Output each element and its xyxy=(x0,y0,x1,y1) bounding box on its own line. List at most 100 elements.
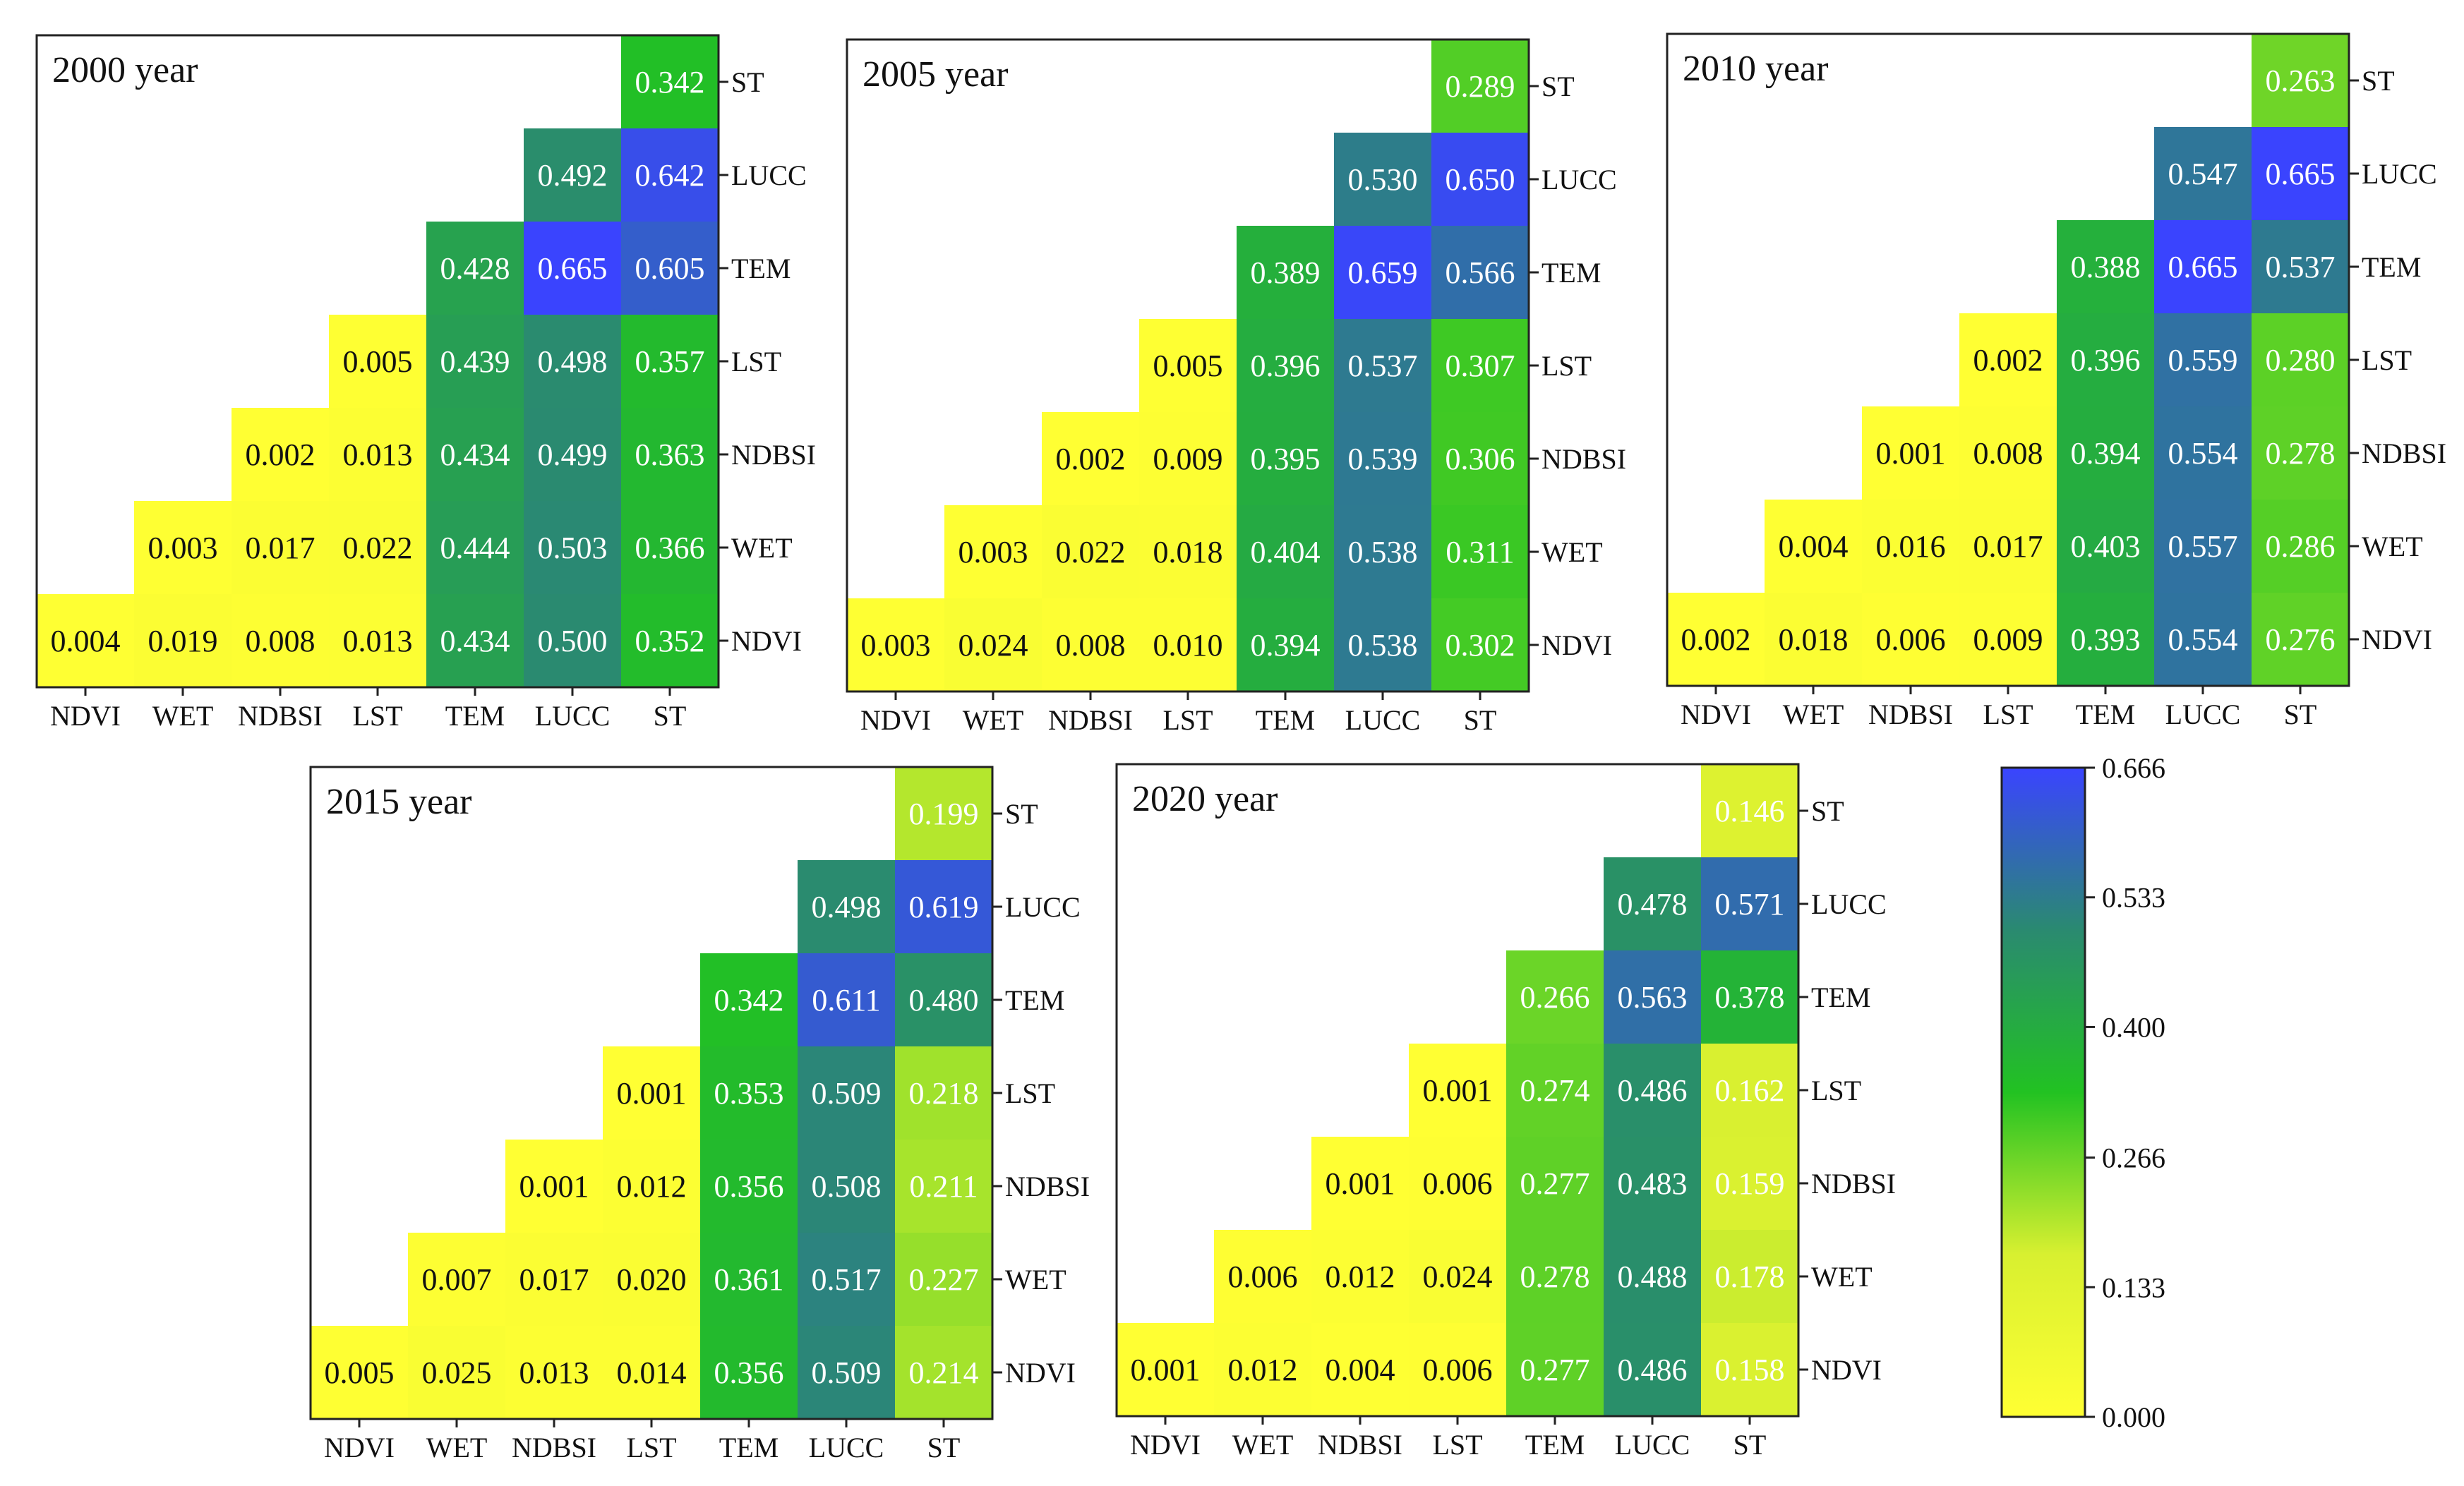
heatmap-cell xyxy=(1334,412,1431,505)
y-tick-label: LUCC xyxy=(1005,891,1081,923)
cell-value-label: 0.024 xyxy=(1423,1260,1493,1294)
heatmap-cell xyxy=(895,953,992,1046)
heatmap-cell xyxy=(621,222,719,315)
heatmap-cell xyxy=(1237,412,1334,505)
cell-value-label: 0.199 xyxy=(909,797,979,831)
x-tick-label: LST xyxy=(1432,1429,1482,1461)
cell-value-label: 0.563 xyxy=(1618,980,1688,1015)
cell-value-label: 0.006 xyxy=(1423,1166,1493,1201)
x-tick-label: LST xyxy=(352,700,402,732)
cell-value-label: 0.500 xyxy=(538,624,608,658)
cell-value-label: 0.214 xyxy=(909,1355,979,1390)
x-tick-label: TEM xyxy=(2076,699,2135,730)
y-tick-label: NDBSI xyxy=(1541,443,1626,475)
cell-value-label: 0.404 xyxy=(1251,535,1321,569)
heatmap-panel: 0.199 0.498 0.619 0.342 0.611 0.480 0.001 0.353… xyxy=(309,766,1090,1463)
x-tick-label: WET xyxy=(1783,699,1844,730)
heatmap-cell xyxy=(1334,598,1431,691)
cell-value-label: 0.356 xyxy=(714,1169,784,1204)
x-tick-label: NDBSI xyxy=(1868,699,1953,730)
heatmap-cell xyxy=(1701,1137,1798,1230)
cell-value-label: 0.396 xyxy=(2071,343,2141,377)
cell-value-label: 0.006 xyxy=(1423,1353,1493,1387)
cell-value-label: 0.276 xyxy=(2266,622,2336,657)
cell-value-label: 0.311 xyxy=(1446,535,1514,569)
cell-value-label: 0.396 xyxy=(1251,349,1321,383)
y-tick-label: TEM xyxy=(731,253,791,284)
heatmap-cell xyxy=(895,1046,992,1140)
x-tick-label: LUCC xyxy=(1345,704,1421,736)
heatmap-panel: 0.342 0.492 0.642 0.428 0.665 0.605 0.005 0.439… xyxy=(35,34,816,732)
cell-value-label: 0.537 xyxy=(1348,349,1418,383)
y-tick-label: NDBSI xyxy=(1811,1168,1896,1200)
cell-value-label: 0.005 xyxy=(325,1355,395,1390)
cell-value-label: 0.022 xyxy=(343,531,413,565)
heatmap-cell xyxy=(895,767,992,860)
heatmap-cell xyxy=(1237,226,1334,319)
heatmap-cell xyxy=(1959,313,2057,406)
cell-value-label: 0.014 xyxy=(617,1355,687,1390)
heatmap-cell xyxy=(524,315,621,408)
cell-value-label: 0.010 xyxy=(1153,628,1223,663)
y-tick-label: WET xyxy=(1005,1264,1066,1295)
cell-value-label: 0.517 xyxy=(812,1262,882,1297)
cell-value-label: 0.218 xyxy=(909,1076,979,1111)
heatmap-cell xyxy=(1409,1323,1506,1416)
panel-title: 2005 year xyxy=(863,54,1008,95)
heatmap-cell xyxy=(1431,505,1529,598)
heatmap-cell xyxy=(1765,593,1862,686)
heatmap-cell xyxy=(1237,319,1334,412)
cell-value-label: 0.017 xyxy=(519,1262,589,1297)
x-tick-label: WET xyxy=(152,700,214,732)
heatmap-cell xyxy=(1117,1323,1214,1416)
y-tick-label: WET xyxy=(2362,531,2423,562)
cell-value-label: 0.162 xyxy=(1715,1073,1785,1108)
heatmap-cell xyxy=(1139,598,1237,691)
cell-value-label: 0.537 xyxy=(2266,250,2336,284)
heatmap-cell xyxy=(1701,857,1798,950)
x-tick-label: TEM xyxy=(445,700,505,732)
cell-value-label: 0.342 xyxy=(714,983,784,1017)
cell-value-label: 0.619 xyxy=(909,890,979,924)
cell-value-label: 0.005 xyxy=(1153,349,1223,383)
x-tick-label: NDBSI xyxy=(512,1432,596,1463)
heatmap-cell xyxy=(1701,1323,1798,1416)
y-tick-label: LUCC xyxy=(731,159,807,191)
cell-value-label: 0.492 xyxy=(538,158,608,193)
cell-value-label: 0.006 xyxy=(1228,1260,1298,1294)
heatmap-cell xyxy=(621,35,719,128)
cell-value-label: 0.571 xyxy=(1715,887,1785,922)
cell-value-label: 0.002 xyxy=(1056,442,1126,476)
heatmap-cell xyxy=(1311,1230,1409,1323)
y-tick-label: ST xyxy=(731,66,764,98)
heatmap-cell xyxy=(426,594,524,687)
x-tick-label: WET xyxy=(963,704,1024,736)
x-tick-label: NDVI xyxy=(860,704,931,736)
cell-value-label: 0.263 xyxy=(2266,64,2336,98)
panel-title: 2010 year xyxy=(1683,49,1828,89)
cell-value-label: 0.394 xyxy=(2071,436,2141,471)
cell-value-label: 0.356 xyxy=(714,1355,784,1390)
heatmap-cell xyxy=(603,1233,700,1326)
heatmap-cell xyxy=(621,594,719,687)
cell-value-label: 0.530 xyxy=(1348,162,1418,197)
cell-value-label: 0.539 xyxy=(1348,442,1418,476)
cell-value-label: 0.289 xyxy=(1446,69,1515,104)
x-tick-label: LUCC xyxy=(809,1432,884,1463)
heatmap-cell xyxy=(798,1326,895,1419)
cell-value-label: 0.006 xyxy=(1876,622,1946,657)
y-tick-label: LST xyxy=(2362,344,2412,376)
heatmap-cell xyxy=(2252,127,2349,220)
heatmap-cell xyxy=(1701,1044,1798,1137)
heatmap-cell xyxy=(1431,412,1529,505)
cell-value-label: 0.483 xyxy=(1618,1166,1688,1201)
cell-value-label: 0.001 xyxy=(1131,1353,1201,1387)
cell-value-label: 0.278 xyxy=(1520,1260,1590,1294)
heatmap-cell xyxy=(944,598,1042,691)
x-tick-label: WET xyxy=(426,1432,488,1463)
cell-value-label: 0.013 xyxy=(343,624,413,658)
cell-value-label: 0.274 xyxy=(1520,1073,1590,1108)
heatmap-cell xyxy=(329,501,426,594)
heatmap-cell xyxy=(1042,598,1139,691)
heatmap-cell xyxy=(1139,319,1237,412)
